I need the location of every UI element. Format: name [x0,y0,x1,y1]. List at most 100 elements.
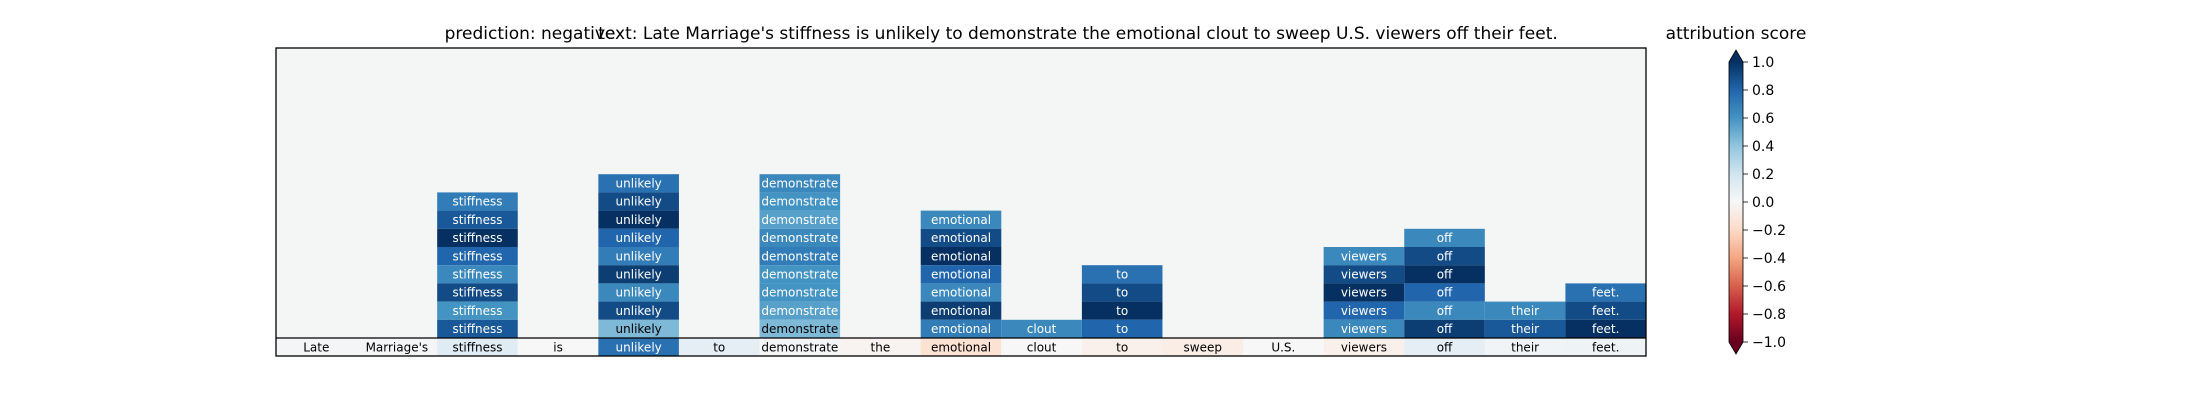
token-label: emotional [931,341,991,355]
token-label: to [713,341,725,355]
attribution-cell [1565,301,1646,320]
attribution-cell-label: stiffness [452,304,502,318]
colorbar-tick-label: −0.4 [1752,251,1786,267]
attribution-cell [759,174,841,193]
attribution-cell-label: emotional [931,249,991,263]
token-cell [1162,338,1244,356]
attribution-cell-label: viewers [1341,304,1387,318]
token-label: to [1116,341,1128,355]
token-cell [1001,338,1082,356]
colorbar-max-extend [1729,50,1743,62]
attribution-cell-label: their [1511,322,1539,336]
attribution-cell-label: stiffness [452,268,502,282]
attribution-cell-label: stiffness [452,213,502,227]
colorbar-tick-label: 0.8 [1752,83,1774,99]
attribution-cell-label: stiffness [452,231,502,245]
attribution-cell [1404,265,1485,284]
attribution-cell [920,265,1002,284]
attribution-cell [1323,247,1405,266]
attribution-cell-label: stiffness [452,195,502,209]
attribution-cell [437,265,518,284]
attribution-cell [1404,247,1485,266]
attribution-cell [759,228,841,247]
attribution-cell-label: unlikely [616,249,662,263]
attribution-cell [1323,319,1405,338]
attribution-cell [437,319,518,338]
attribution-cell-label: emotional [931,268,991,282]
token-cell [1484,338,1566,356]
attribution-cell [598,192,679,211]
token-label: clout [1027,341,1057,355]
token-cell [517,338,599,356]
token-label: is [553,341,563,355]
colorbar-title: attribution score [1666,24,1807,44]
attribution-cell-label: to [1116,322,1128,336]
attribution-cell [1081,283,1163,302]
attribution-cell [598,301,679,320]
attribution-cell-label: off [1437,286,1453,300]
attribution-cell [1323,283,1405,302]
attribution-stacks: stiffness stiffness stiffness stiffness stif… [437,174,1646,338]
attribution-cell [759,319,841,338]
attribution-cell [759,283,841,302]
token-cell [1323,338,1405,356]
attribution-cell-label: demonstrate [761,195,838,209]
attribution-cell [1323,265,1405,284]
token-label: off [1437,341,1453,355]
token-label: U.S. [1271,341,1295,355]
attribution-cell [1323,301,1405,320]
attribution-cell-label: feet. [1592,286,1620,300]
attribution-cell [759,210,841,229]
attribution-cell [759,301,841,320]
attribution-cell-label: demonstrate [761,213,838,227]
attribution-cell [759,192,841,211]
token-cell [356,338,438,356]
attribution-cell-label: viewers [1341,249,1387,263]
attribution-cell-label: demonstrate [761,304,838,318]
attribution-cell-label: emotional [931,286,991,300]
attribution-cell-label: off [1437,268,1453,282]
attribution-cell-label: demonstrate [761,322,838,336]
attribution-cell [598,210,679,229]
token-cell [1243,338,1324,356]
colorbar-min-extend [1729,342,1743,354]
colorbar-tick-label: 1.0 [1752,55,1774,71]
attribution-cell [759,265,841,284]
attribution-cell-label: viewers [1341,268,1387,282]
attribution-cell [598,174,679,193]
attribution-cell [1081,301,1163,320]
attribution-cell [1404,319,1485,338]
colorbar-tick-label: 0.2 [1752,167,1774,183]
attribution-cell-label: demonstrate [761,177,838,191]
attribution-cell-label: off [1437,304,1453,318]
token-label: stiffness [452,341,502,355]
token-label: their [1511,341,1539,355]
attribution-cell-label: unlikely [616,304,662,318]
attribution-cell [437,247,518,266]
attribution-cell-label: clout [1027,322,1057,336]
token-label: demonstrate [761,341,838,355]
attribution-cell [1565,319,1646,338]
heatmap-frame [275,47,1647,357]
attribution-cell-label: off [1437,249,1453,263]
attribution-cell-label: their [1511,304,1539,318]
attribution-cell-label: unlikely [616,195,662,209]
attribution-cell-label: off [1437,322,1453,336]
attribution-cell-label: feet. [1592,322,1620,336]
attribution-cell [437,192,518,211]
attribution-cell [920,283,1002,302]
token-label: feet. [1592,341,1620,355]
attribution-cell-label: viewers [1341,286,1387,300]
attribution-cell-label: stiffness [452,286,502,300]
attribution-cell [437,301,518,320]
attribution-cell [437,228,518,247]
colorbar-tick-label: 0.6 [1752,111,1774,127]
prediction-title: prediction: negative [445,24,616,44]
attribution-cell [1081,319,1163,338]
colorbar-tick-label: −0.6 [1752,279,1786,295]
attribution-cell-label: feet. [1592,304,1620,318]
attribution-cell-label: demonstrate [761,286,838,300]
token-label: the [871,341,891,355]
attribution-cell [920,247,1002,266]
